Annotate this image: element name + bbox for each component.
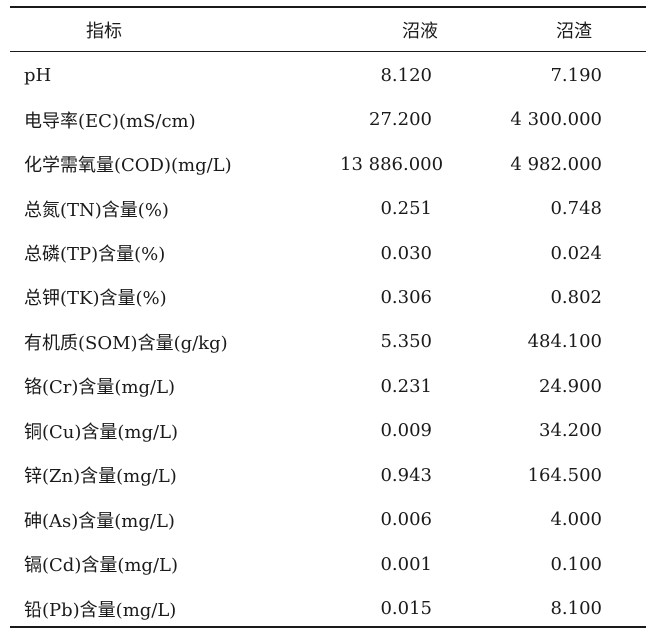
- table-row: 总钾(TK)含量(%) 0.306 0.802: [10, 275, 646, 319]
- header-biogas-residue: 沼渣: [556, 20, 592, 42]
- header-metric: 指标: [86, 20, 122, 42]
- row-biogas-slurry-value: 5.350: [380, 331, 432, 353]
- table-bottom-rule: [10, 626, 646, 628]
- row-biogas-slurry-value: 0.251: [380, 198, 432, 220]
- row-biogas-slurry-value: 0.009: [380, 420, 432, 442]
- row-metric: 总磷(TP)含量(%): [24, 244, 166, 266]
- row-metric: 总氮(TN)含量(%): [24, 199, 169, 221]
- table-header-rule: [10, 51, 646, 52]
- row-biogas-slurry-value: 0.030: [380, 242, 432, 264]
- row-biogas-residue-value: 4 300.000: [510, 109, 602, 131]
- row-biogas-residue-value: 0.100: [550, 553, 602, 575]
- table-row: 总磷(TP)含量(%) 0.030 0.024: [10, 231, 646, 275]
- row-metric: 电导率(EC)(mS/cm): [24, 110, 196, 132]
- row-biogas-residue-value: 0.802: [550, 286, 602, 308]
- table-row: 电导率(EC)(mS/cm) 27.200 4 300.000: [10, 97, 646, 141]
- row-biogas-residue-value: 164.500: [527, 464, 602, 486]
- row-biogas-residue-value: 7.190: [550, 64, 602, 86]
- row-metric: 砷(As)含量(mg/L): [24, 510, 175, 532]
- row-biogas-slurry-value: 0.306: [380, 286, 432, 308]
- row-metric: 镉(Cd)含量(mg/L): [24, 555, 178, 577]
- row-biogas-slurry-value: 0.001: [380, 553, 432, 575]
- table-top-rule: [10, 6, 646, 8]
- row-biogas-residue-value: 0.024: [550, 242, 602, 264]
- table-row: 铬(Cr)含量(mg/L) 0.231 24.900: [10, 364, 646, 408]
- row-biogas-residue-value: 0.748: [550, 198, 602, 220]
- row-biogas-residue-value: 8.100: [550, 598, 602, 620]
- row-metric: 铬(Cr)含量(mg/L): [24, 377, 176, 399]
- header-biogas-slurry: 沼液: [402, 20, 438, 42]
- row-metric: 总钾(TK)含量(%): [24, 288, 167, 310]
- row-biogas-residue-value: 4.000: [550, 509, 602, 531]
- row-metric: 化学需氧量(COD)(mg/L): [24, 155, 232, 177]
- row-metric: 铅(Pb)含量(mg/L): [24, 599, 177, 621]
- row-biogas-slurry-value: 0.943: [380, 464, 432, 486]
- table-row: 总氮(TN)含量(%) 0.251 0.748: [10, 186, 646, 230]
- table-row: 化学需氧量(COD)(mg/L) 13 886.000 4 982.000: [10, 142, 646, 186]
- row-biogas-residue-value: 484.100: [527, 331, 602, 353]
- properties-table: 指标 沼液 沼渣 pH 8.120 7.190 电导率(EC)(mS/cm) 2…: [10, 8, 646, 631]
- table-row: 铅(Pb)含量(mg/L) 0.015 8.100: [10, 586, 646, 630]
- row-biogas-slurry-value: 13 886.000: [340, 153, 444, 175]
- row-biogas-residue-value: 24.900: [539, 375, 602, 397]
- row-metric: 铜(Cu)含量(mg/L): [24, 421, 179, 443]
- row-metric: 锌(Zn)含量(mg/L): [24, 466, 177, 488]
- table-header-row: 指标 沼液 沼渣: [10, 8, 646, 51]
- table-row: 镉(Cd)含量(mg/L) 0.001 0.100: [10, 542, 646, 586]
- table-row: 锌(Zn)含量(mg/L) 0.943 164.500: [10, 453, 646, 497]
- table-row: 砷(As)含量(mg/L) 0.006 4.000: [10, 498, 646, 542]
- table-row: 铜(Cu)含量(mg/L) 0.009 34.200: [10, 409, 646, 453]
- table-row: 有机质(SOM)含量(g/kg) 5.350 484.100: [10, 320, 646, 364]
- row-biogas-slurry-value: 8.120: [380, 64, 432, 86]
- row-metric: 有机质(SOM)含量(g/kg): [24, 332, 228, 354]
- row-metric: pH: [24, 64, 52, 86]
- row-biogas-slurry-value: 27.200: [369, 109, 432, 131]
- row-biogas-residue-value: 34.200: [539, 420, 602, 442]
- row-biogas-slurry-value: 0.015: [380, 598, 432, 620]
- row-biogas-slurry-value: 0.006: [380, 509, 432, 531]
- row-biogas-slurry-value: 0.231: [380, 375, 432, 397]
- row-biogas-residue-value: 4 982.000: [510, 153, 602, 175]
- table-row: pH 8.120 7.190: [10, 51, 646, 97]
